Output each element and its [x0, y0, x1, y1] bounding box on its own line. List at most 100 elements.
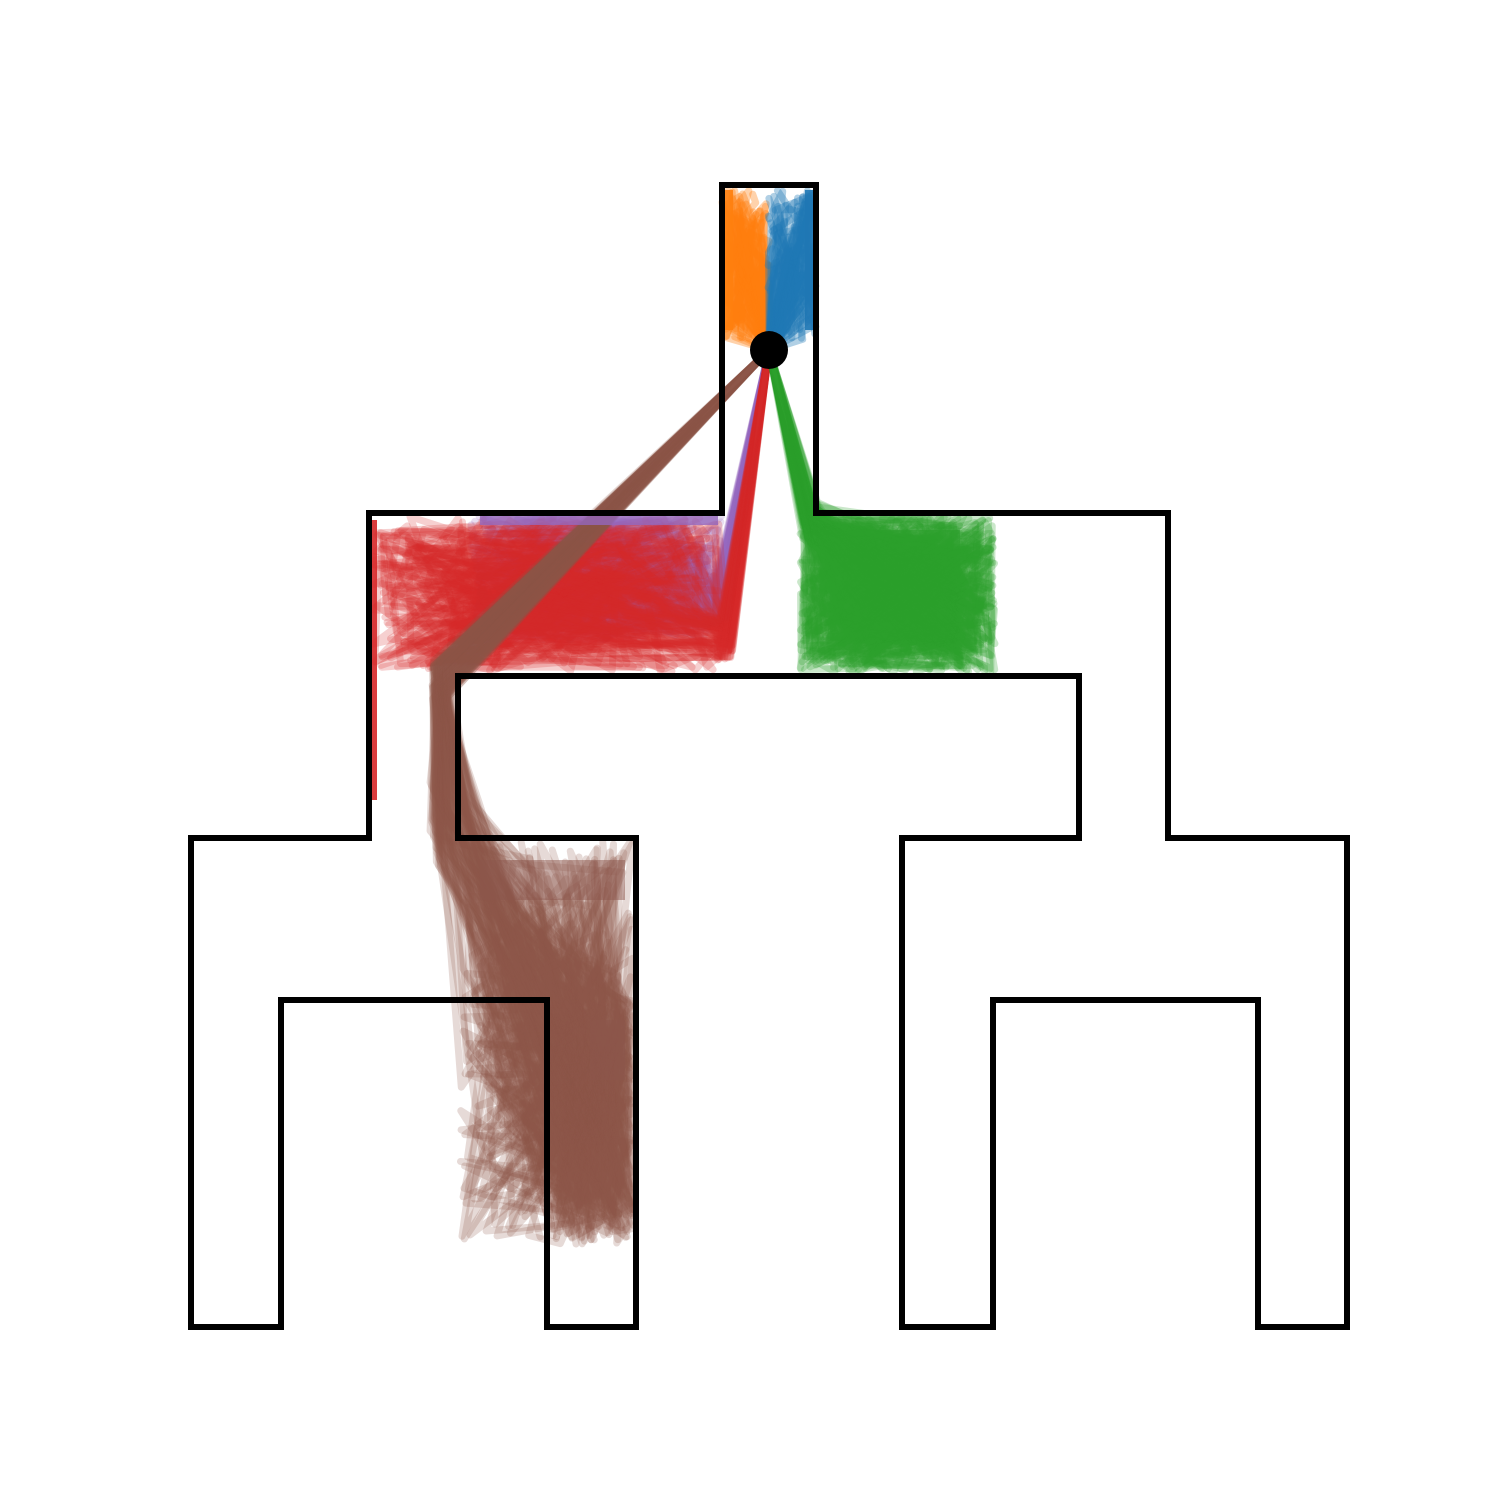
- purple-trajectory: [578, 346, 773, 632]
- blue-trajectory: [765, 201, 790, 354]
- orange-trajectory: [733, 244, 773, 354]
- red-trajectory: [370, 346, 773, 655]
- brown-trajectory: [441, 346, 773, 1244]
- red-trajectory: [390, 346, 773, 654]
- red-trajectory: [479, 346, 773, 674]
- red-trajectory: [387, 346, 773, 669]
- red-trajectory: [508, 346, 773, 675]
- blue-trajectory: [765, 265, 819, 354]
- brown-trajectory: [434, 346, 773, 1243]
- purple-trajectory: [523, 346, 773, 642]
- brown-trajectory: [431, 346, 773, 1230]
- brown-trajectory: [437, 346, 773, 1245]
- purple-trajectory: [496, 346, 773, 630]
- orange-trajectory: [728, 257, 773, 354]
- red-trajectory: [373, 346, 773, 668]
- purple-trajectory: [475, 346, 773, 644]
- red-trajectory: [375, 346, 773, 652]
- purple-trajectory: [480, 346, 773, 614]
- brown-trajectory: [438, 346, 773, 1233]
- purple-trajectory: [494, 346, 773, 642]
- blue-trajectory: [765, 192, 812, 354]
- brown-trajectory: [438, 346, 773, 1230]
- orange-trajectory: [723, 228, 773, 354]
- blue-trajectory: [765, 297, 810, 354]
- purple-trajectory: [512, 346, 773, 629]
- red-trajectory: [427, 346, 773, 655]
- red-trajectory: [439, 346, 773, 656]
- brown-trajectory: [429, 346, 773, 1231]
- purple-trajectory: [556, 346, 773, 614]
- red-trajectory: [400, 346, 773, 661]
- red-trajectory: [440, 346, 773, 651]
- red-trajectory: [405, 346, 773, 675]
- purple-trajectory: [472, 346, 773, 637]
- purple-trajectory: [553, 346, 773, 644]
- red-trajectory: [385, 346, 773, 667]
- brown-trajectory: [440, 346, 773, 1230]
- orange-trajectory: [728, 194, 773, 354]
- purple-trajectory: [508, 346, 773, 619]
- brown-trajectory: [441, 346, 773, 1230]
- red-trajectory: [396, 346, 773, 670]
- purple-trajectory: [508, 346, 773, 613]
- blue-trajectory: [765, 202, 804, 354]
- brown-trajectory: [429, 346, 773, 1215]
- red-trajectory: [406, 346, 773, 657]
- orange-trajectory: [747, 230, 773, 354]
- red-trajectory: [410, 346, 773, 627]
- orange-trajectory: [759, 261, 773, 354]
- blue-trajectory: [765, 275, 814, 354]
- start-dot: [750, 331, 788, 369]
- orange-trajectory: [729, 209, 773, 354]
- orange-trajectory: [721, 230, 773, 354]
- purple-trajectory: [529, 346, 773, 601]
- purple-trajectory: [482, 346, 773, 644]
- red-trajectory: [382, 346, 773, 654]
- purple-trajectory: [512, 346, 773, 642]
- red-trajectory: [455, 346, 773, 655]
- purple-trajectory: [469, 346, 773, 635]
- purple-trajectory: [473, 346, 773, 640]
- red-trajectory: [409, 346, 773, 671]
- blue-trajectory: [765, 192, 799, 354]
- blue-trajectory: [765, 270, 816, 354]
- orange-trajectory: [746, 218, 773, 354]
- red-trajectory: [442, 346, 773, 668]
- red-trajectory: [437, 346, 773, 669]
- orange-trajectory: [727, 295, 773, 354]
- orange-trajectory: [734, 207, 773, 354]
- red-trajectory: [371, 346, 773, 665]
- blue-trajectory: [765, 271, 813, 354]
- brown-trajectory: [438, 346, 773, 1206]
- brown-trajectory: [429, 346, 773, 1240]
- blue-trajectory: [764, 212, 812, 354]
- purple-trajectory: [546, 346, 773, 639]
- purple-trajectory: [489, 346, 773, 635]
- blue-trajectory: [765, 243, 810, 354]
- purple-trajectory: [479, 346, 773, 639]
- purple-trajectory: [566, 346, 773, 644]
- orange-trajectory: [739, 200, 773, 354]
- purple-trajectory: [495, 346, 773, 607]
- brown-trajectory: [435, 346, 773, 1205]
- red-trajectory: [378, 346, 773, 673]
- purple-trajectory: [467, 346, 773, 621]
- brown-trajectory: [433, 346, 773, 1186]
- brown-trajectory: [443, 346, 773, 1225]
- blue-trajectory: [765, 274, 816, 354]
- blue-trajectory: [765, 187, 811, 354]
- red-trajectory: [494, 346, 773, 663]
- blue-trajectory: [765, 270, 800, 354]
- purple-trajectory: [500, 346, 773, 635]
- brown-trajectory: [430, 346, 773, 1193]
- brown-trajectory: [430, 346, 773, 1227]
- orange-trajectory: [730, 213, 773, 354]
- blue-trajectory: [765, 193, 807, 354]
- blue-trajectory: [765, 248, 805, 354]
- brown-trajectory: [433, 346, 773, 1201]
- purple-trajectory: [482, 346, 773, 634]
- brown-trajectory: [426, 346, 773, 1219]
- orange-trajectory: [728, 214, 773, 354]
- brown-trajectory: [432, 346, 773, 1248]
